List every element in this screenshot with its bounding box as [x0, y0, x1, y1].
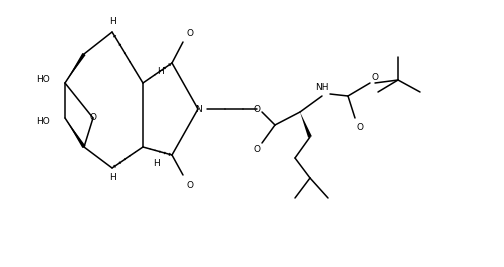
Text: O: O [356, 123, 363, 132]
Text: NH: NH [315, 84, 329, 92]
Text: O: O [254, 104, 261, 113]
Text: N: N [195, 104, 202, 113]
Text: HO: HO [36, 76, 50, 84]
Polygon shape [65, 53, 86, 83]
Text: O: O [186, 29, 194, 37]
Text: H: H [157, 68, 163, 77]
Polygon shape [65, 118, 86, 148]
Text: H: H [109, 174, 115, 183]
Text: O: O [371, 73, 379, 81]
Text: H: H [109, 18, 115, 26]
Polygon shape [300, 112, 312, 138]
Text: HO: HO [36, 117, 50, 127]
Text: H: H [154, 159, 160, 167]
Text: O: O [90, 113, 96, 123]
Text: O: O [254, 146, 261, 155]
Text: O: O [186, 180, 194, 190]
